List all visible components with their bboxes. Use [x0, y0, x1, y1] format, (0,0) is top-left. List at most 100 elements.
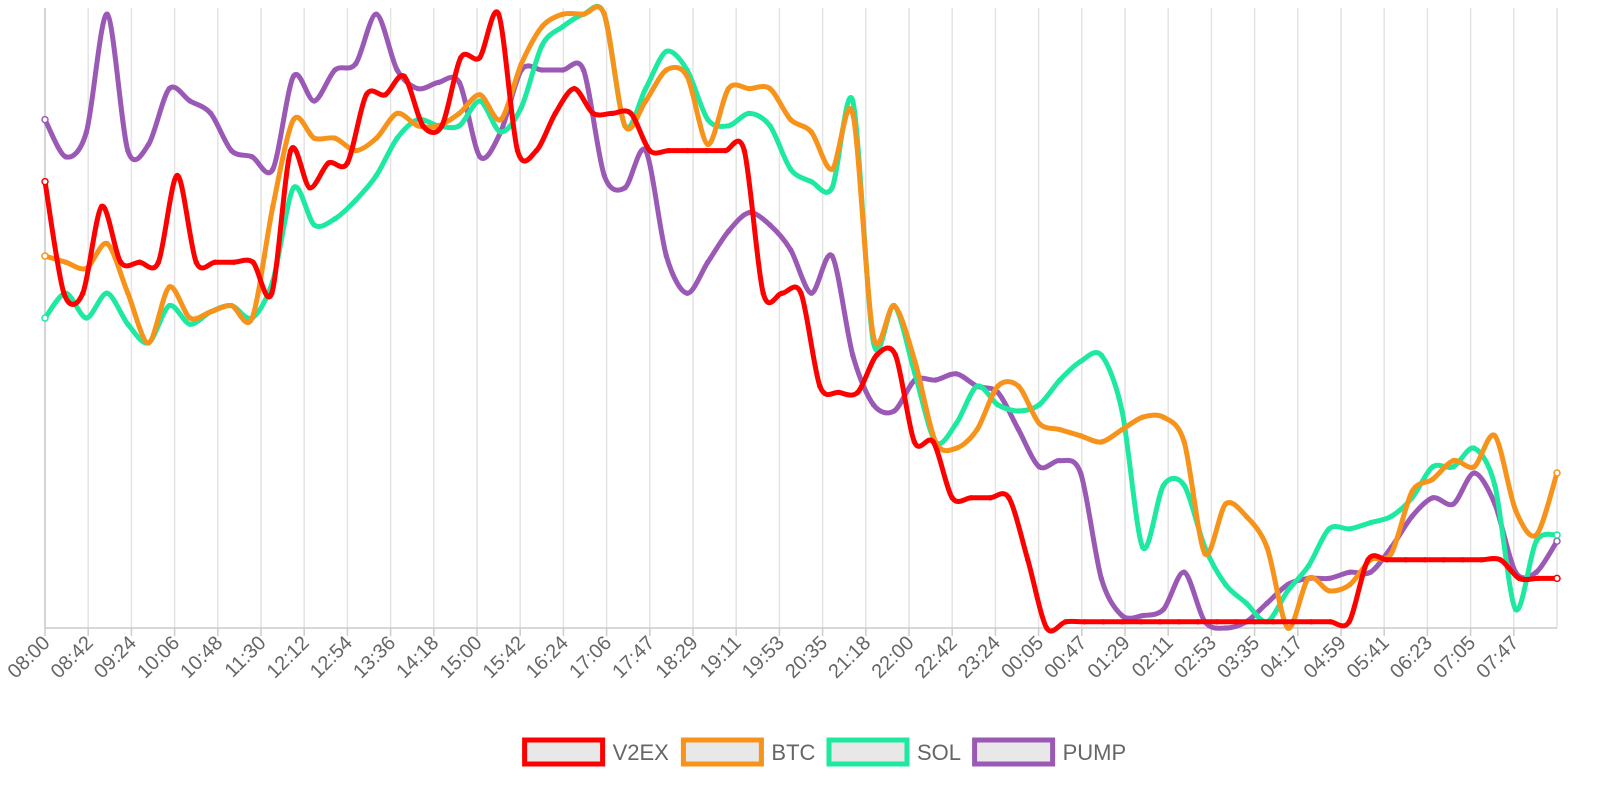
data-point [344, 160, 351, 166]
x-tick-label: 15:00 [436, 632, 487, 683]
x-tick-label: 09:24 [90, 632, 141, 683]
data-point [1285, 625, 1291, 631]
data-point [829, 253, 835, 259]
legend-swatch [826, 737, 910, 767]
data-point [1308, 619, 1315, 625]
data-point [1077, 433, 1084, 439]
series-v2ex [41, 9, 1561, 634]
x-tick-label: 03:35 [1213, 632, 1264, 683]
data-point [741, 147, 747, 154]
x-tick-label: 00:47 [1040, 632, 1091, 683]
data-point [953, 420, 960, 427]
legend-item-sol[interactable]: SOL [826, 737, 961, 767]
data-point [787, 247, 794, 253]
data-point [311, 222, 317, 228]
data-point [560, 67, 566, 73]
x-tick-label: 22:42 [911, 632, 962, 683]
data-point [1036, 464, 1042, 470]
data-point [1285, 588, 1291, 594]
data-point [104, 11, 110, 17]
data-point [269, 290, 275, 296]
data-point [746, 85, 752, 92]
data-point [836, 389, 842, 396]
data-point [458, 54, 464, 61]
data-point [456, 79, 462, 86]
data-point [1233, 619, 1239, 625]
data-point [306, 185, 313, 191]
x-tick-label: 17:06 [565, 632, 616, 683]
data-point [829, 185, 835, 191]
data-point [1533, 532, 1539, 538]
data-point [642, 98, 649, 104]
data-point [41, 115, 49, 124]
data-point [1138, 619, 1144, 625]
data-point [1025, 557, 1031, 563]
data-point [41, 314, 49, 322]
data-point [1062, 619, 1069, 625]
data-point [1492, 482, 1498, 489]
data-point [207, 309, 214, 315]
x-tick-label: 18:29 [652, 632, 703, 683]
data-point [580, 11, 587, 17]
data-point [1326, 526, 1332, 532]
data-point [311, 135, 317, 141]
data-point [1450, 464, 1457, 470]
data-point [212, 259, 218, 265]
data-point [1305, 575, 1312, 582]
data-point [560, 11, 566, 17]
data-point [1459, 557, 1466, 563]
data-point [187, 98, 193, 104]
data-point [125, 147, 131, 154]
data-point [817, 383, 823, 389]
data-point [1347, 581, 1353, 588]
data-point [1214, 619, 1220, 625]
data-point [495, 11, 502, 17]
data-point [1388, 513, 1395, 520]
data-point [394, 67, 400, 73]
data-point [1553, 469, 1561, 477]
data-point [325, 160, 332, 166]
legend-label: V2EX [613, 740, 670, 765]
data-point [601, 172, 607, 179]
data-point [767, 85, 773, 92]
data-point [1243, 600, 1250, 606]
data-point [352, 61, 359, 67]
data-point [891, 408, 897, 414]
data-point [684, 73, 690, 79]
data-point [1409, 513, 1415, 520]
data-point [1326, 588, 1332, 594]
data-point [1512, 507, 1519, 513]
data-point [1140, 612, 1146, 619]
data-point [663, 67, 670, 73]
series-line-btc [42, 4, 1560, 631]
legend-item-v2ex[interactable]: V2EX [522, 737, 670, 767]
data-point [477, 98, 483, 104]
data-point [1430, 495, 1436, 501]
series-line-v2ex [42, 9, 1560, 634]
data-point [1160, 414, 1167, 420]
data-point [1471, 445, 1477, 451]
data-point [953, 371, 960, 377]
legend[interactable]: V2EX BTC SOL PUMP [522, 737, 1127, 767]
data-point [539, 42, 545, 48]
data-point [311, 98, 317, 104]
data-point [705, 116, 711, 123]
data-point [932, 377, 939, 383]
data-point [1243, 513, 1250, 520]
data-point [363, 92, 369, 98]
data-point [63, 259, 69, 265]
legend-item-btc[interactable]: BTC [680, 737, 816, 767]
data-point [912, 358, 918, 365]
data-point [290, 73, 297, 79]
data-point [228, 147, 235, 154]
x-axis: 08:0008:4209:2410:0610:4811:3012:1212:54… [4, 8, 1557, 683]
legend-item-pump[interactable]: PUMP [972, 737, 1127, 767]
x-tick-label: 06:23 [1386, 632, 1437, 683]
data-point [1044, 625, 1050, 631]
data-point [628, 110, 634, 117]
x-tick-label: 19:11 [696, 632, 746, 682]
data-point [1098, 439, 1105, 445]
data-point [892, 352, 899, 358]
data-point [855, 389, 861, 396]
data-point [1326, 575, 1332, 582]
